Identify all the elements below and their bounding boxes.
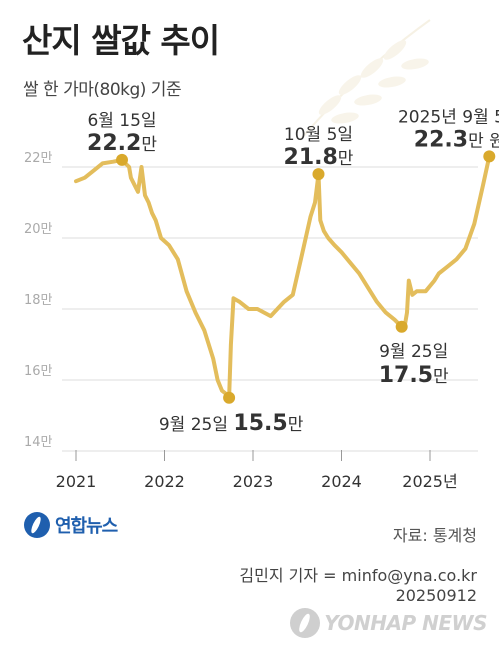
- reporter-email: 김민지 기자 = minfo@yna.co.kr: [239, 566, 477, 585]
- yonhap-watermark: YONHAP NEWS: [290, 608, 487, 638]
- annotation-unit: 만: [338, 149, 354, 169]
- y-tick-label: 22만: [24, 151, 53, 166]
- annotation-unit: 만: [288, 415, 304, 435]
- annotation-value: 22.3: [414, 127, 468, 152]
- annotation-value: 15.5: [233, 411, 287, 436]
- annotation-value: 17.5: [379, 363, 433, 388]
- annotation-unit: 만: [433, 367, 449, 387]
- x-tick-label: 2022: [144, 472, 185, 491]
- y-tick-label: 14만: [24, 435, 53, 450]
- annotation-value-label: 17.5만: [379, 363, 449, 388]
- annotation-date: 9월 25일: [379, 342, 448, 362]
- yonhap-logo-icon: [24, 512, 50, 538]
- series-line: [74, 154, 492, 400]
- annotation-value: 21.8: [284, 145, 338, 170]
- yonhap-logo: 연합뉴스: [24, 512, 118, 538]
- annotation-unit: 만: [141, 135, 157, 155]
- y-tick-label: 20만: [24, 222, 53, 237]
- x-tick-label: 2023: [233, 472, 274, 491]
- annotation-date: 2025년 9월 5일: [398, 107, 499, 127]
- grid-lines: [62, 166, 478, 452]
- x-tick-label: 2024: [321, 472, 362, 491]
- rice-plant-watermark: [299, 19, 431, 141]
- annotation-unit: 만 원: [468, 131, 499, 151]
- annotation-date: 9월 25일: [159, 415, 234, 435]
- yonhap-watermark-text: YONHAP NEWS: [324, 611, 487, 635]
- y-tick-label: 16만: [24, 364, 53, 379]
- annotation-value-label: 22.2만: [87, 131, 157, 156]
- annotation-value-label: 22.3만 원: [414, 127, 499, 152]
- x-axis-ticks: 2021 2022 2023 2024 2025년: [56, 450, 458, 491]
- annotation-value: 22.2: [87, 131, 141, 156]
- annotation-label: 9월 25일 15.5만: [159, 411, 304, 436]
- y-axis-ticks: 14만 16만 18만 20만 22만: [24, 151, 53, 450]
- peak-marker: [312, 168, 325, 181]
- annotation-date: 6월 15일: [87, 111, 156, 131]
- publish-date: 20250912: [395, 586, 477, 605]
- data-source: 자료: 통계청: [392, 526, 477, 545]
- peak-marker: [223, 391, 236, 404]
- x-tick-label: 2021: [56, 472, 97, 491]
- peak-marker: [483, 150, 496, 163]
- peak-marker: [116, 153, 129, 166]
- x-tick-label: 2025년: [402, 472, 457, 491]
- annotation-date: 10월 5일: [284, 125, 353, 145]
- chart-subtitle: 쌀 한 가마(80kg) 기준: [23, 80, 182, 100]
- chart-title: 산지 쌀값 추이: [22, 21, 220, 60]
- peak-marker: [395, 320, 408, 333]
- reporter-credit: 김민지 기자 = minfo@yna.co.kr 20250912: [239, 566, 477, 606]
- yonhap-logo-text: 연합뉴스: [55, 516, 118, 537]
- annotation-value-label: 21.8만: [284, 145, 354, 170]
- yonhap-watermark-icon: [290, 608, 321, 638]
- y-tick-label: 18만: [24, 293, 53, 308]
- rice-price-line-chart: 14만 16만 18만 20만 22만 2021 2022 2023 2024 2025년 6월…: [24, 19, 499, 491]
